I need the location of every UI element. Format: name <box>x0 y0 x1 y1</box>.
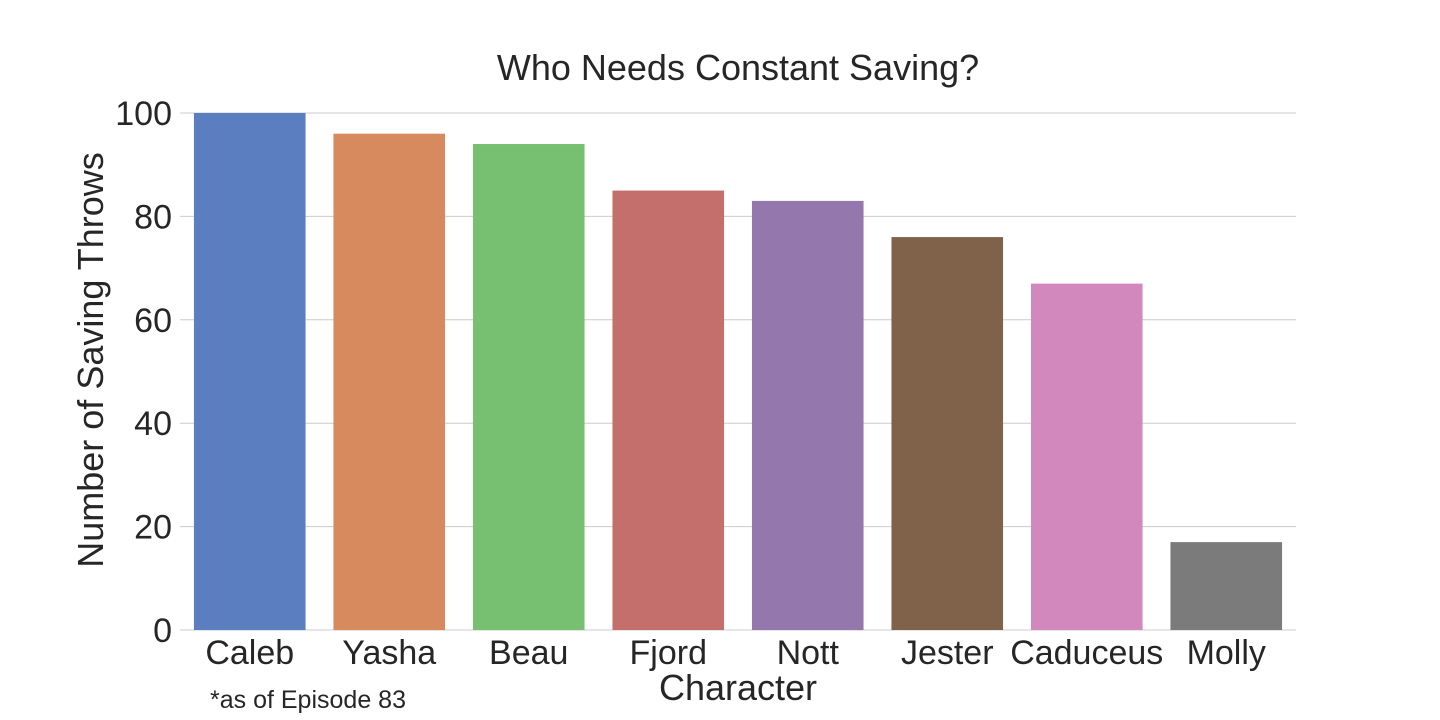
x-tick-label-jester: Jester <box>901 634 994 672</box>
x-tick-labels: Caleb Yasha Beau Fjord Nott Jester Caduceus Mol… <box>205 634 1266 672</box>
bar-caleb <box>193 113 306 630</box>
bar-fjord <box>612 190 725 631</box>
x-tick-label-fjord: Fjord <box>630 634 707 672</box>
x-tick-label-caleb: Caleb <box>205 634 294 672</box>
bars <box>193 113 1283 631</box>
bar-jester <box>891 237 1004 630</box>
x-tick-label-caduceus: Caduceus <box>1010 634 1163 672</box>
bar-caduceus <box>1030 283 1143 630</box>
bar-nott <box>751 200 864 630</box>
bar-molly <box>1170 542 1283 630</box>
x-tick-label-yasha: Yasha <box>342 634 436 672</box>
x-tick-label-nott: Nott <box>777 634 840 672</box>
y-tick-label: 40 <box>134 405 172 443</box>
bar-yasha <box>333 133 446 630</box>
bar-beau <box>472 144 585 630</box>
x-tick-label-molly: Molly <box>1187 634 1266 672</box>
footnote: *as of Episode 83 <box>210 686 406 714</box>
y-tick-label: 80 <box>134 198 172 236</box>
y-tick-label: 100 <box>115 95 172 133</box>
y-tick-label: 20 <box>134 509 172 547</box>
y-tick-labels: 0 20 40 60 80 100 <box>115 95 172 650</box>
y-tick-label: 0 <box>153 612 172 650</box>
y-axis-label: Number of Saving Throws <box>70 152 111 568</box>
chart-title: Who Needs Constant Saving? <box>497 47 979 88</box>
y-tick-label: 60 <box>134 302 172 340</box>
x-axis-label: Character <box>659 667 817 708</box>
x-tick-label-beau: Beau <box>489 634 568 672</box>
